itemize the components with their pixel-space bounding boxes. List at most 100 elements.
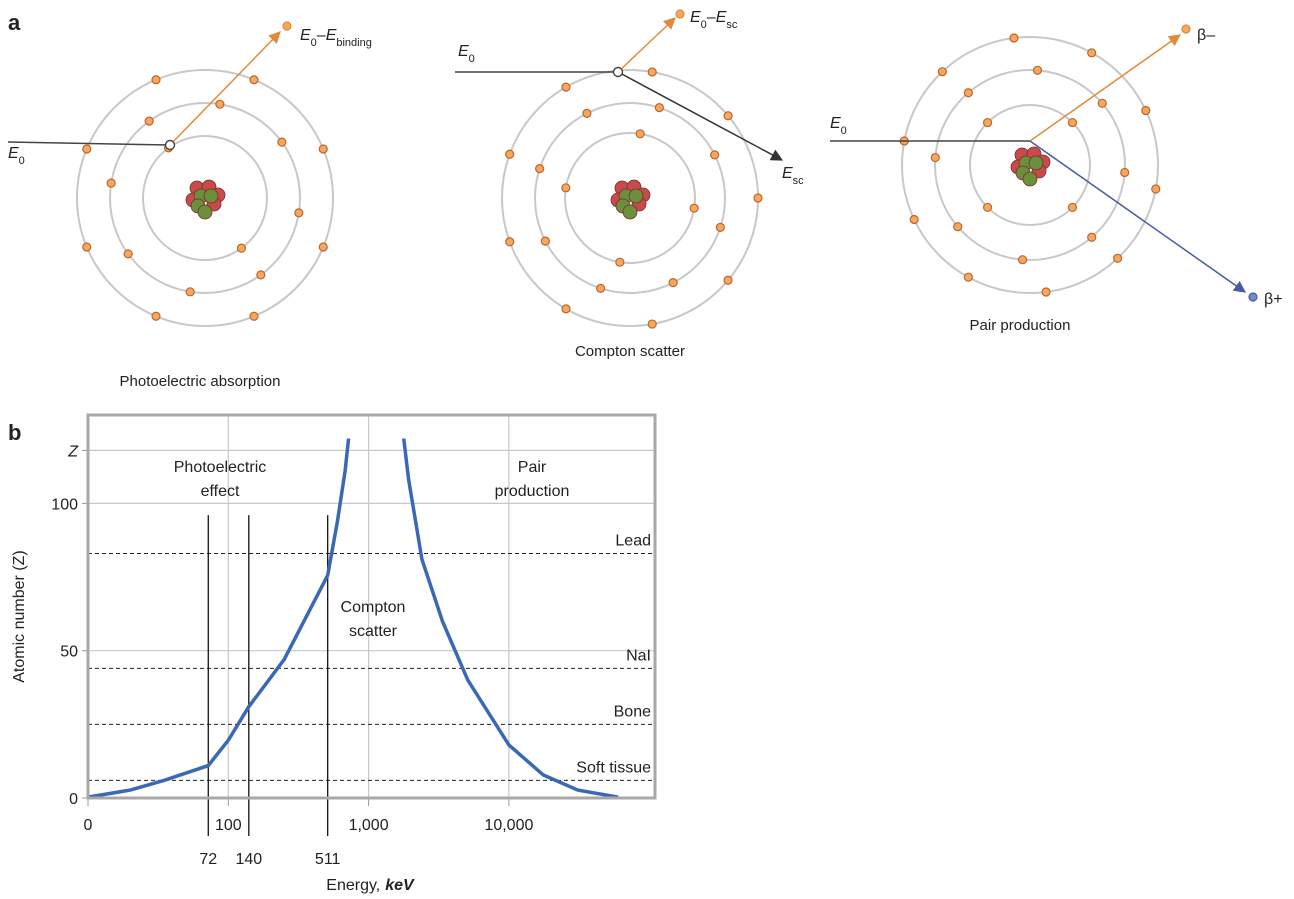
caption: Photoelectric absorption	[120, 373, 281, 390]
y-tick-label: Z	[67, 443, 79, 460]
material-label: Bone	[614, 703, 651, 720]
panel-label: b	[8, 420, 21, 445]
label-part: –	[317, 27, 326, 44]
electron	[561, 82, 571, 92]
electron	[937, 67, 947, 77]
region-label: scatter	[349, 623, 398, 640]
electron	[318, 144, 328, 154]
electron	[723, 111, 733, 121]
electron	[249, 311, 259, 321]
electron	[123, 249, 133, 259]
nucleon	[197, 204, 213, 220]
x-tick-label: 1,000	[349, 817, 389, 834]
electron	[82, 144, 92, 154]
vacancy	[164, 139, 176, 151]
arrow	[169, 31, 281, 146]
energy-label: β–	[1197, 27, 1215, 44]
arrow	[1029, 140, 1246, 293]
material-label: NaI	[626, 647, 651, 664]
label-part: E	[830, 115, 841, 132]
y-tick-label: 100	[51, 496, 78, 513]
electron	[1032, 65, 1043, 75]
electron	[963, 88, 973, 98]
label-part: –	[707, 9, 716, 26]
electron	[215, 99, 225, 109]
orbit	[109, 102, 301, 294]
electron	[654, 103, 664, 113]
y-axis-label: Atomic number (Z)	[11, 550, 28, 682]
electron	[1009, 33, 1019, 43]
material-label: Soft tissue	[576, 759, 651, 776]
x-axis-label-text: Energy,	[326, 877, 380, 894]
electron	[1097, 98, 1107, 108]
orbit	[901, 36, 1159, 294]
electron	[596, 283, 606, 293]
y-tick-label: 0	[69, 791, 78, 808]
electron	[1067, 117, 1078, 128]
x-tick-label: 10,000	[484, 817, 533, 834]
energy-label: 140	[235, 851, 262, 868]
label-part: sc	[793, 175, 805, 187]
x-tick-label: 100	[215, 817, 242, 834]
label-part: E	[690, 9, 701, 26]
electron	[930, 152, 940, 163]
vacancy	[612, 66, 624, 78]
electron	[1113, 253, 1123, 263]
electron	[582, 108, 592, 118]
electron	[1041, 287, 1051, 297]
nucleon	[1028, 155, 1044, 171]
electron	[647, 67, 657, 77]
energy-label: E0–Esc	[690, 9, 738, 31]
region-label: production	[495, 483, 570, 500]
electron	[715, 222, 725, 232]
panel-label: a	[8, 10, 21, 35]
nucleon	[203, 188, 219, 204]
electron	[723, 275, 733, 285]
energy-label: E0–Ebinding	[300, 27, 372, 49]
electron	[535, 164, 545, 174]
electron	[106, 178, 116, 188]
particle	[675, 9, 685, 19]
label-part: 0	[19, 155, 25, 167]
label-part: E	[458, 43, 469, 60]
label-part: β–	[1197, 27, 1215, 44]
label-part: E	[782, 165, 793, 182]
region-label: Photoelectric	[174, 459, 267, 476]
electron	[151, 75, 161, 85]
electron	[185, 287, 195, 297]
region-label: Pair	[518, 459, 547, 476]
electron	[982, 117, 993, 128]
electron	[540, 236, 550, 246]
orbit	[76, 69, 334, 327]
x-axis-label: Energy, keV	[326, 877, 415, 894]
electron	[615, 257, 625, 267]
electron	[561, 183, 571, 193]
y-tick-label: 50	[60, 644, 78, 661]
electron	[318, 242, 328, 252]
electron	[635, 129, 645, 139]
electron	[1141, 105, 1151, 116]
electron	[668, 278, 678, 288]
label-part: β+	[1264, 291, 1283, 308]
electron	[982, 202, 993, 213]
electron	[953, 222, 963, 232]
incoming-photon	[7, 141, 171, 146]
electron	[689, 203, 699, 213]
x-axis-label-unit: keV	[385, 877, 415, 894]
energy-label: E0	[458, 43, 475, 65]
label-part: E	[300, 27, 311, 44]
electron	[151, 311, 161, 321]
label-part: E	[8, 145, 19, 162]
energy-label: β+	[1264, 291, 1283, 308]
nucleon	[628, 188, 644, 204]
electron	[144, 116, 154, 126]
label-part: E	[716, 9, 727, 26]
nucleon	[1022, 171, 1038, 187]
plot-frame	[86, 413, 657, 800]
electron	[249, 75, 259, 85]
arrow	[617, 17, 676, 73]
caption: Pair production	[970, 317, 1071, 334]
orbit	[534, 102, 726, 294]
electron	[647, 319, 657, 329]
